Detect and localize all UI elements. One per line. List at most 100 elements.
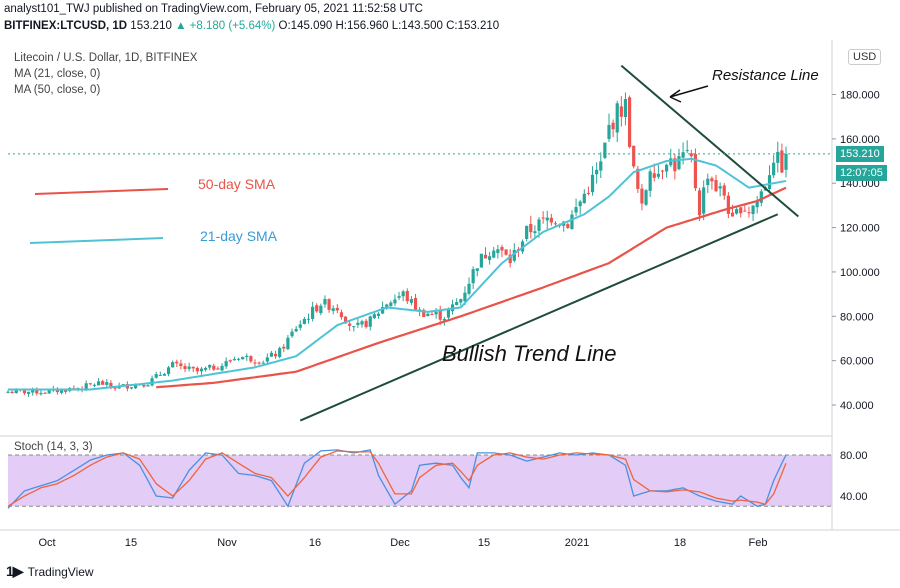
candle-body <box>171 362 175 368</box>
bar-countdown: 12:07:05 <box>836 165 887 181</box>
sma50-annotation: 50-day SMA <box>198 176 276 192</box>
candle-body <box>401 291 405 297</box>
candle-body <box>59 389 64 393</box>
symbol-legend[interactable]: Litecoin / U.S. Dollar, 1D, BITFINEX <box>14 52 198 64</box>
stoch-legend[interactable]: Stoch (14, 3, 3) <box>14 441 93 453</box>
candle-body <box>224 361 228 367</box>
candle-body <box>409 299 414 303</box>
candle-body <box>714 180 718 192</box>
candle-body <box>492 250 496 258</box>
candle-body <box>615 103 619 133</box>
candle-body <box>216 368 220 370</box>
candle-body <box>368 316 372 327</box>
candle-body <box>257 362 261 364</box>
candle-body <box>191 366 195 369</box>
candle-body <box>644 190 648 205</box>
candle-body <box>331 308 335 311</box>
candle-body <box>471 269 475 284</box>
price-tick-label: 100.000 <box>840 267 880 279</box>
currency-button[interactable]: USD <box>848 49 882 65</box>
ma50-legend[interactable]: MA (50, close, 0) <box>14 84 101 96</box>
candle-body <box>203 367 208 370</box>
candle-body <box>372 314 376 319</box>
candle-body <box>537 219 541 231</box>
candle-body <box>35 389 39 394</box>
candle-body <box>380 307 385 314</box>
candle-body <box>269 352 274 357</box>
tradingview-logo[interactable]: 1▶ TradingView <box>6 563 94 580</box>
candle-body <box>43 392 47 394</box>
candle-body <box>183 366 187 369</box>
candle-body <box>6 391 10 393</box>
candle-body <box>101 381 105 385</box>
candle-body <box>245 355 249 357</box>
candle-body <box>541 217 545 219</box>
candle-body <box>323 299 327 305</box>
candle-body <box>265 357 269 362</box>
candle-body <box>298 324 302 328</box>
candle-body <box>590 174 595 193</box>
candle-body <box>273 353 278 357</box>
candle-body <box>525 225 529 240</box>
candle-body <box>697 190 702 216</box>
stoch-band <box>8 455 832 507</box>
candle-body <box>722 185 726 196</box>
candle-body <box>397 296 401 298</box>
price-tick-label: 180.000 <box>840 90 880 102</box>
candle-body <box>706 178 710 186</box>
candle-body <box>784 153 788 170</box>
candle-body <box>162 373 167 376</box>
candle-body <box>88 383 92 385</box>
candle-body <box>360 321 364 325</box>
candle-body <box>142 384 146 387</box>
candle-body <box>673 158 677 172</box>
candle-body <box>603 142 607 158</box>
candle-body <box>261 362 265 364</box>
candle-body <box>166 367 171 375</box>
ohlc-values: O:145.090 H:156.960 L:143.500 C:153.210 <box>278 20 500 32</box>
candle-body <box>660 170 665 172</box>
candle-body <box>739 207 743 214</box>
sma50-swatch <box>34 188 169 195</box>
candle-body <box>570 214 574 230</box>
candle-body <box>356 322 360 325</box>
candle-body <box>158 374 162 376</box>
candle-body <box>249 356 253 362</box>
candle-body <box>759 191 763 203</box>
candle-body <box>455 302 459 306</box>
time-tick-label: 18 <box>674 537 686 549</box>
candle-body <box>26 391 31 394</box>
candle-body <box>319 305 323 314</box>
candle-body <box>327 299 331 310</box>
candle-body <box>109 382 113 387</box>
candle-body <box>578 201 582 207</box>
candle-body <box>459 299 463 303</box>
candle-body <box>743 210 747 212</box>
bullish-trend-line <box>299 213 779 422</box>
candle-body <box>500 246 504 251</box>
candle-body <box>702 187 706 214</box>
candle-body <box>599 161 603 171</box>
candle-body <box>776 151 780 163</box>
candle-body <box>747 212 751 214</box>
ma50-line <box>156 186 787 389</box>
candle-body <box>413 297 418 311</box>
candle-body <box>31 389 35 393</box>
candle-body <box>393 299 397 304</box>
time-tick-label: Dec <box>390 537 410 549</box>
candle-body <box>669 158 673 166</box>
stoch-d-line <box>7 450 787 507</box>
resistance-annotation: Resistance Line <box>712 67 819 84</box>
candle-body <box>302 318 306 324</box>
stoch-tick-label: 40.00 <box>840 491 868 503</box>
candle-body <box>607 124 611 139</box>
candle-body <box>595 169 599 175</box>
candle-body <box>652 173 656 178</box>
stoch-tick-label: 80.00 <box>840 450 868 462</box>
candle-body <box>619 106 623 117</box>
ma21-legend[interactable]: MA (21, close, 0) <box>14 68 101 80</box>
candle-body <box>208 364 212 368</box>
time-tick-label: 15 <box>125 537 137 549</box>
candle-body <box>512 249 516 261</box>
